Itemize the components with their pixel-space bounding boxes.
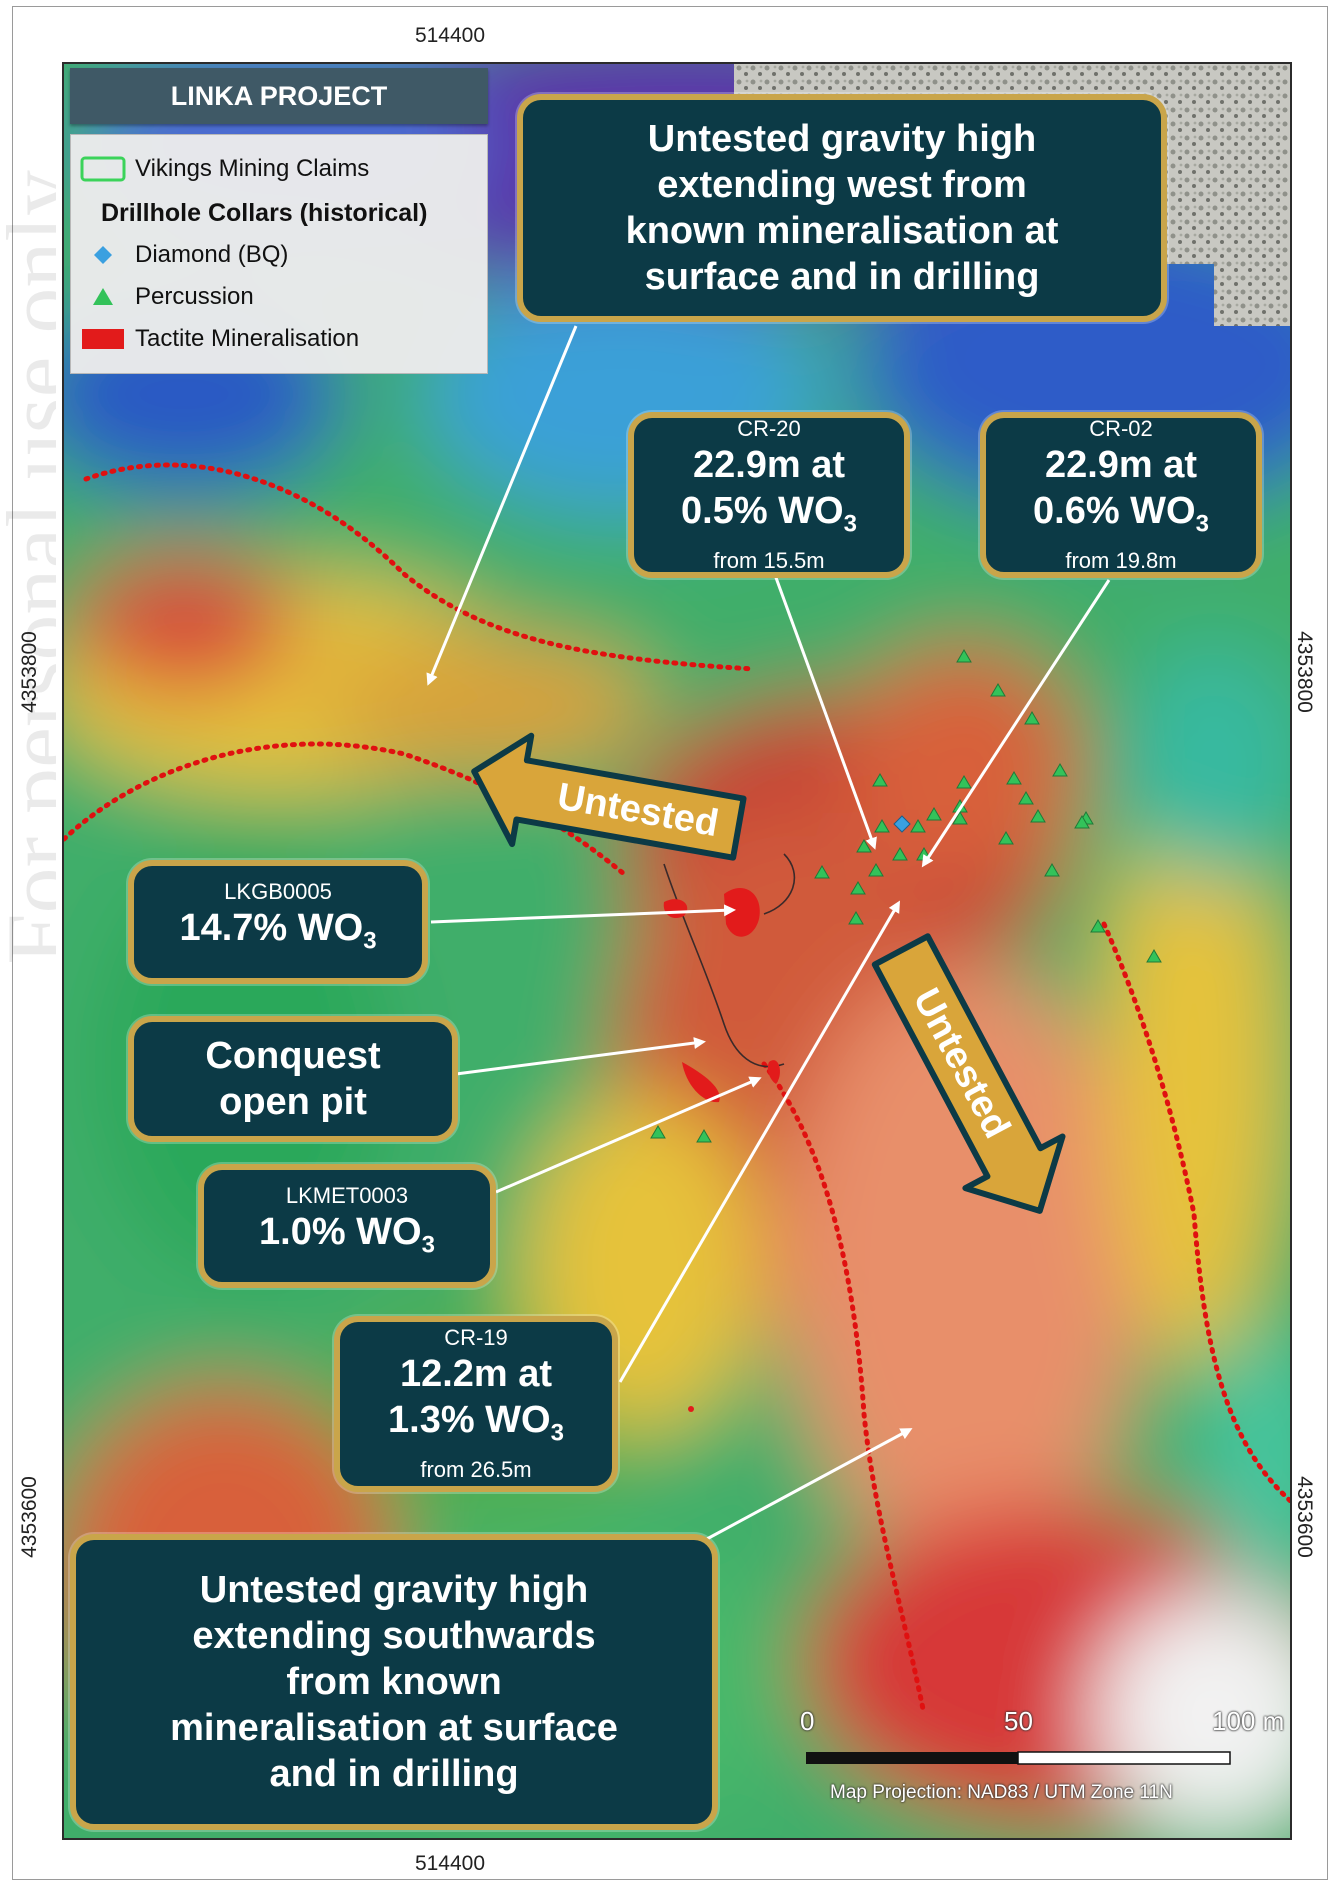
percussion-collars (650, 649, 1162, 1143)
northing-label-left-upper: 4353800 (18, 631, 41, 713)
arrow-lkmet (495, 1076, 762, 1194)
easting-label-bottom: 514400 (414, 1852, 486, 1875)
arrow-cr02 (921, 579, 1111, 868)
callout-conquest-pit: Conquest open pit (128, 1016, 458, 1142)
northing-label-right-lower: 4353600 (1293, 1476, 1316, 1558)
lkgb-grade-line: 14.7% WO3 (179, 905, 376, 965)
scale-label-50: 50 (1004, 1706, 1033, 1736)
lkmet-grade-sub: 3 (421, 1231, 435, 1259)
lkgb-grade-sub: 3 (363, 927, 377, 955)
cr02-interval: 22.9m at (1044, 444, 1198, 487)
northing-label-left-lower: 4353600 (18, 1476, 41, 1558)
cr20-grade-sub: 3 (843, 510, 857, 538)
legend: Vikings Mining Claims Drillhole Collars … (70, 134, 488, 374)
outline-south-east (1101, 921, 1290, 1504)
cr19-grade-line: 1.3% WO3 (388, 1397, 564, 1457)
watermark: For personal use only (0, 170, 56, 1620)
easting-label-top: 514400 (414, 24, 486, 47)
callout-south-line-3: from known (286, 1661, 502, 1703)
triangle-icon (71, 285, 135, 309)
callout-west-line-4: surface and in drilling (644, 256, 1040, 298)
arrow-conquest (455, 1037, 706, 1076)
arrow-west-high (426, 325, 578, 686)
callout-south-line-5: and in drilling (269, 1753, 519, 1795)
cr20-hole: CR-20 (737, 416, 801, 442)
claims-label: Vikings Mining Claims (135, 155, 370, 182)
projection-note: Map Projection: NAD83 / UTM Zone 11N (830, 1782, 1173, 1803)
lkmet-hole: LKMET0003 (285, 1183, 409, 1209)
tactite-lkgb (724, 888, 760, 937)
claims-swatch-icon (71, 156, 135, 182)
outline-south-centre (761, 1061, 927, 1717)
cr19-interval: 12.2m at (399, 1353, 553, 1396)
lkmet-grade-line: 1.0% WO3 (259, 1209, 435, 1269)
cr19-hole: CR-19 (444, 1325, 508, 1351)
lkgb-hole: LKGB0005 (224, 879, 332, 905)
legend-title: LINKA PROJECT (70, 68, 488, 124)
collars-heading: Drillhole Collars (historical) (101, 199, 428, 227)
callout-south-line-1: Untested gravity high (199, 1569, 589, 1611)
legend-row-tactite: Tactite Mineralisation (71, 319, 359, 359)
cr20-grade-line: 0.5% WO3 (681, 488, 857, 548)
callout-south-line-4: mineralisation at surface (170, 1707, 618, 1749)
diamond-collar (893, 815, 911, 833)
arrow-cr19 (618, 900, 901, 1383)
cr02-grade: 0.6% WO (1033, 490, 1196, 533)
tactite-swatch-icon (71, 326, 135, 352)
lkgb-grade: 14.7% WO (179, 907, 364, 950)
tactite-mineralisation (663, 888, 780, 1412)
tactite-label: Tactite Mineralisation (135, 325, 360, 352)
callout-west-line-2: extending west from (657, 164, 1027, 206)
conquest-line-1: Conquest (205, 1035, 381, 1077)
scale-label-100: 100 m (1212, 1706, 1285, 1736)
pointer-arrows (426, 325, 1111, 1542)
callout-lkmet0003: LKMET0003 1.0% WO3 (198, 1164, 496, 1288)
callout-south-line-2: extending southwards (192, 1615, 596, 1657)
legend-row-claims: Vikings Mining Claims (71, 149, 369, 189)
cr02-grade-line: 0.6% WO3 (1033, 488, 1209, 548)
watermark-text: For personal use only (0, 170, 56, 965)
arrow-south-high (704, 1428, 913, 1542)
cr19-grade-sub: 3 (550, 1419, 564, 1447)
untested-arrow-west: Untested (471, 732, 747, 861)
arrow-cr20 (769, 563, 877, 850)
cr02-hole: CR-02 (1089, 416, 1153, 442)
cr19-grade: 1.3% WO (388, 1399, 551, 1442)
callout-south-gravity-high: Untested gravity high extending southwar… (70, 1534, 718, 1830)
callout-cr20: CR-20 22.9m at 0.5% WO3 from 15.5m (628, 412, 910, 578)
tactite-pit (682, 1062, 720, 1103)
conquest-line-2: open pit (219, 1081, 367, 1123)
legend-row-diamond: Diamond (BQ) (71, 235, 288, 275)
cr19-from: from 26.5m (420, 1456, 532, 1482)
cr02-from: from 19.8m (1065, 547, 1177, 573)
diamond-icon (71, 243, 135, 267)
figure-frame (12, 6, 1328, 1880)
scale-bar (806, 1751, 1231, 1765)
callout-west-gravity-high: Untested gravity high extending west fro… (517, 94, 1167, 322)
cr02-grade-sub: 3 (1195, 510, 1209, 538)
legend-row-percussion: Percussion (71, 277, 254, 317)
cr20-grade: 0.5% WO (681, 490, 844, 533)
callout-cr19: CR-19 12.2m at 1.3% WO3 from 26.5m (334, 1316, 618, 1492)
cr20-from: from 15.5m (713, 547, 825, 573)
arrow-lkgb (430, 904, 736, 924)
cr20-interval: 22.9m at (692, 444, 846, 487)
northing-label-right-upper: 4353800 (1293, 631, 1316, 713)
diamond-label: Diamond (BQ) (135, 241, 289, 268)
scale-label-0: 0 (800, 1706, 815, 1736)
outline-north-west (83, 462, 757, 672)
percussion-label: Percussion (135, 283, 254, 310)
callout-cr02: CR-02 22.9m at 0.6% WO3 from 19.8m (980, 412, 1262, 578)
callout-west-line-3: known mineralisation at (625, 210, 1059, 252)
callout-lkgb0005: LKGB0005 14.7% WO3 (128, 860, 428, 984)
lkmet-grade: 1.0% WO (259, 1211, 422, 1254)
callout-west-line-1: Untested gravity high (647, 118, 1037, 160)
